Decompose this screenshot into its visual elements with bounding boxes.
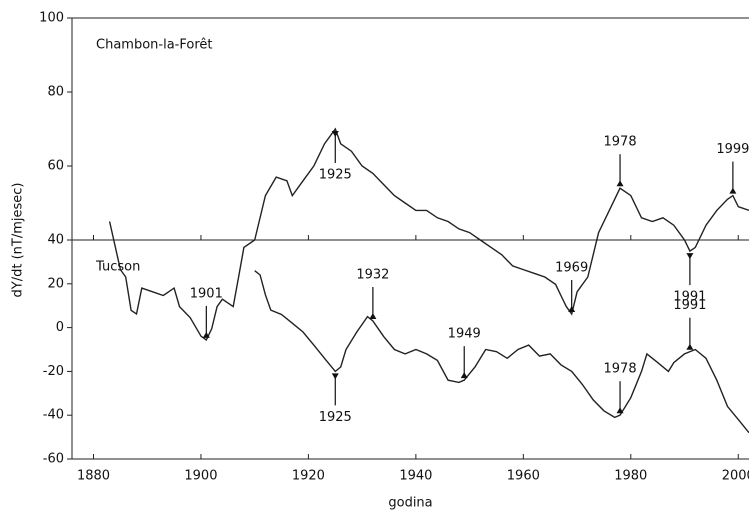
x-tick-label: 1880 (77, 469, 110, 484)
annotation-label: 1978 (604, 135, 637, 150)
y-tick-label: -40 (43, 408, 64, 423)
x-tick-label: 1920 (292, 469, 325, 484)
panel-frame (71, 239, 749, 460)
annotation-label: 1901 (190, 286, 223, 301)
annotation-label: 1932 (356, 268, 389, 283)
arrow-head (686, 343, 694, 350)
arrow-head (331, 131, 339, 137)
x-tick-label: 1980 (614, 469, 647, 484)
arrow-head (460, 372, 468, 379)
arrow-head (331, 373, 339, 380)
annotation-label: 1991 (673, 298, 706, 313)
x-tick-label: 1900 (184, 469, 217, 484)
y-tick-label: 100 (39, 11, 64, 26)
annotation-label: 1978 (604, 362, 637, 377)
arrow-head (568, 306, 576, 312)
y-tick-label: -60 (43, 452, 64, 467)
y-tick-label: -20 (43, 364, 64, 379)
series-line (108, 127, 749, 341)
x-axis-label: godina (388, 496, 432, 511)
arrow-head (616, 180, 624, 187)
panel-name: Tucson (95, 260, 140, 275)
y-tick-label: 60 (47, 159, 64, 174)
arrow-head (686, 253, 694, 260)
y-tick-label: 80 (47, 85, 64, 100)
arrow-head (729, 187, 737, 194)
annotation-label: 1969 (555, 261, 588, 276)
y-tick-label: 20 (47, 276, 64, 291)
x-tick-label: 2000 (722, 469, 749, 484)
arrow-head (369, 313, 377, 320)
x-tick-label: 1940 (399, 469, 432, 484)
panel-name: Chambon-la-Forêt (96, 38, 212, 53)
arrow-head (616, 407, 624, 414)
annotation-label: 1925 (319, 410, 352, 425)
arrow-head (202, 331, 210, 338)
annotation-label: 1999 (716, 142, 749, 157)
y-tick-label: 0 (56, 320, 64, 335)
annotation-label: 1925 (319, 168, 352, 183)
series-line (254, 270, 749, 434)
x-tick-label: 1960 (507, 469, 540, 484)
y-tick-label: 40 (47, 233, 64, 248)
annotation-label: 1949 (448, 327, 481, 342)
annotation-label: 1991 (673, 290, 706, 305)
y-axis-label: dY/dt (nT/mjesec) (11, 183, 26, 298)
